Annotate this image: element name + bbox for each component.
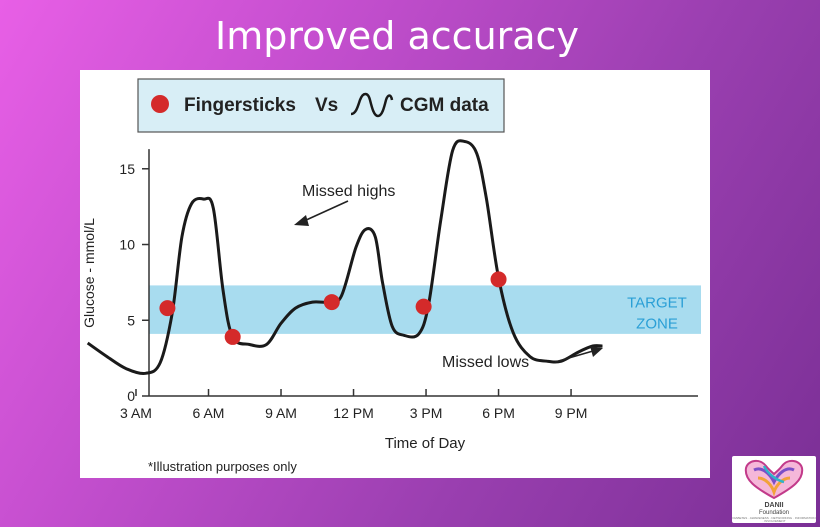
logo-subtitle: Foundation <box>758 510 790 516</box>
y-ticks: 0 5 10 15 <box>119 161 149 404</box>
y-tick-label: 10 <box>119 237 135 253</box>
heart-logo-icon <box>744 460 804 500</box>
missed-highs-arrowhead <box>294 215 309 226</box>
legend-box <box>137 78 505 133</box>
fingerstick-point <box>224 328 241 345</box>
x-axis-label: Time of Day <box>385 435 466 452</box>
x-tick-label: 9 AM <box>265 405 297 421</box>
x-tick-label: 9 PM <box>555 405 588 421</box>
legend-vs-label: Vs <box>315 95 338 116</box>
y-tick-label: 15 <box>119 161 135 177</box>
y-tick-label: 0 <box>127 388 135 404</box>
fingerstick-point <box>415 298 432 315</box>
y-tick-label: 5 <box>127 312 135 328</box>
x-tick-label: 3 AM <box>120 405 152 421</box>
chart-footnote: *Illustration purposes only <box>148 459 297 474</box>
danii-foundation-logo: DANII Foundation DIABETES · AWARENESS · … <box>732 456 816 523</box>
fingerstick-point <box>159 300 176 317</box>
x-ticks: 3 AM 6 AM 9 AM 12 PM 3 PM 6 PM 9 PM <box>120 389 587 421</box>
legend-fingersticks-label: Fingersticks <box>184 95 296 116</box>
fingerstick-point <box>323 294 340 311</box>
annotation-missed-lows: Missed lows <box>442 354 529 371</box>
logo-name: DANII <box>764 502 784 509</box>
missed-highs-arrow-shaft <box>303 200 349 222</box>
cgm-data-line <box>86 139 603 376</box>
legend-cgm-label: CGM data <box>400 95 489 116</box>
x-tick-label: 3 PM <box>410 405 443 421</box>
logo-tagline: DIABETES · AWARENESS · NETWORKING · INFO… <box>732 516 816 523</box>
target-zone-label-line1: TARGET <box>627 294 687 311</box>
fingerstick-markers <box>159 271 507 345</box>
x-tick-label: 6 AM <box>193 405 225 421</box>
x-tick-label: 6 PM <box>482 405 515 421</box>
glucose-chart: TARGET ZONE 0 5 10 15 3 AM 6 AM 9 AM 12 PM 3 PM… <box>81 78 701 474</box>
slide-title: Improved accuracy <box>215 14 579 58</box>
legend-fingerstick-marker <box>151 95 169 113</box>
y-axis-label: Glucose - mmol/L <box>81 218 97 328</box>
fingerstick-point <box>490 271 507 288</box>
x-tick-label: 12 PM <box>333 405 373 421</box>
missed-lows-arrow-shaft <box>554 350 594 363</box>
chart-panel: TARGET ZONE 0 5 10 15 3 AM 6 AM 9 AM 12 PM 3 PM… <box>80 70 710 478</box>
annotation-missed-highs: Missed highs <box>302 183 395 200</box>
legend-wave-icon <box>350 92 394 118</box>
target-zone-label-line2: ZONE <box>636 315 678 332</box>
missed-lows-arrowhead <box>590 346 603 357</box>
